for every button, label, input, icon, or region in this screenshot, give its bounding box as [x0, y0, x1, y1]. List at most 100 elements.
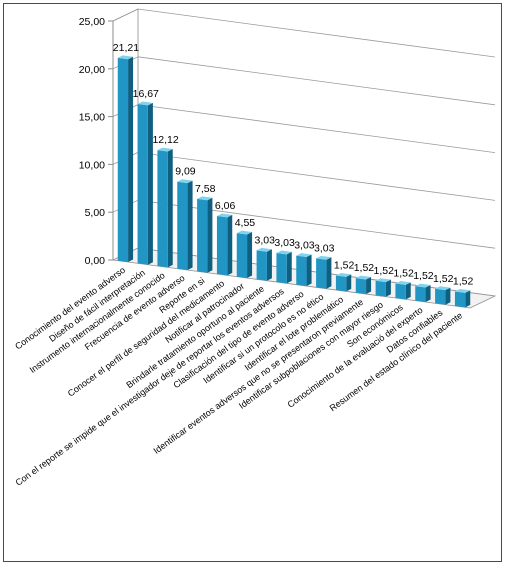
bar-side	[445, 287, 451, 305]
bar-side	[266, 249, 272, 281]
bar-side	[385, 279, 391, 297]
bar-front	[435, 288, 446, 305]
grid-line	[137, 152, 496, 201]
data-label: 1,52	[413, 270, 434, 282]
bar-side	[207, 197, 213, 273]
bar-side	[286, 251, 292, 284]
bar-top	[435, 286, 451, 291]
chart-frame	[3, 3, 502, 562]
bar-front	[395, 283, 406, 300]
bar-side	[247, 232, 253, 279]
bar	[415, 283, 431, 303]
bar	[197, 196, 213, 273]
bars	[117, 55, 471, 308]
bar-front	[216, 216, 228, 276]
grid-line	[137, 104, 496, 153]
side-grid-line	[112, 8, 139, 22]
bar	[316, 255, 332, 289]
bar-side	[405, 282, 411, 300]
bar-front	[276, 253, 287, 284]
bar-front	[157, 150, 168, 268]
data-label: 1,52	[453, 275, 474, 287]
data-label: 3,03	[255, 234, 276, 246]
bar-side	[366, 276, 372, 295]
bar	[137, 101, 153, 265]
bar-front	[177, 181, 188, 271]
y-tick-label: 10,00	[79, 159, 105, 171]
bar-front	[335, 275, 347, 292]
bar-top	[276, 250, 292, 255]
bar-top	[415, 283, 431, 288]
bar-front	[256, 250, 267, 281]
data-label: 21,21	[113, 42, 139, 54]
bar	[355, 275, 372, 295]
grid-line	[137, 56, 496, 106]
bar-front	[117, 57, 129, 263]
bar-top	[117, 55, 134, 60]
bar	[296, 253, 312, 287]
bar	[117, 55, 134, 263]
bar	[335, 272, 352, 292]
bar	[177, 179, 193, 271]
bar	[236, 230, 253, 279]
bar	[375, 278, 391, 297]
data-label: 7,58	[195, 183, 216, 195]
bar	[435, 286, 451, 305]
bar-side	[128, 56, 134, 263]
data-label: 1,52	[393, 267, 414, 279]
bar-top	[137, 101, 153, 106]
bar-top	[375, 278, 391, 283]
bar-front	[355, 278, 367, 295]
bar-front	[375, 280, 386, 297]
data-label: 1,52	[334, 259, 355, 271]
data-label: 1,52	[354, 262, 375, 274]
data-label: 3,03	[314, 242, 335, 254]
bar-top	[236, 230, 253, 235]
bar-side	[187, 180, 193, 271]
y-tick-label: 20,00	[79, 64, 105, 76]
data-label: 3,03	[294, 240, 315, 252]
bar-side	[326, 257, 332, 289]
bar-top	[216, 213, 233, 218]
bar-front	[415, 286, 426, 303]
x-tick-label: Diseño de fácil interpretación	[47, 268, 147, 344]
bar-top	[197, 196, 213, 201]
bar-front	[296, 255, 307, 287]
y-tick-label: 5,00	[85, 207, 106, 219]
bar-front	[137, 103, 148, 265]
bar	[395, 280, 411, 300]
y-tick-label: 0,00	[85, 255, 106, 267]
bar-top	[355, 275, 372, 280]
bar-side	[227, 214, 233, 276]
bar	[216, 213, 233, 276]
data-label: 3,03	[274, 237, 295, 249]
bar-top	[256, 247, 272, 252]
bar-front	[236, 233, 248, 279]
bar-front	[454, 291, 466, 308]
bar-top	[335, 272, 352, 277]
bar-top	[395, 280, 411, 285]
bar-side	[306, 254, 312, 287]
bar-top	[296, 253, 312, 258]
bar-front	[316, 258, 327, 289]
bar	[256, 247, 272, 281]
data-label: 4,55	[235, 217, 256, 229]
bar-side	[346, 274, 352, 292]
bar-top	[454, 288, 471, 293]
bar-top	[177, 179, 193, 184]
y-tick-label: 25,00	[79, 16, 105, 28]
bar-side	[465, 290, 471, 308]
y-axis: 0,00 5,00 10,00 15,00 20,00 25,00	[79, 16, 113, 267]
data-label: 9,09	[175, 166, 196, 178]
data-label: 16,67	[133, 88, 159, 100]
data-label: 1,52	[433, 273, 454, 285]
bar-front	[197, 198, 208, 273]
bar	[157, 147, 173, 268]
bar-side	[167, 148, 173, 268]
bar-side	[147, 102, 153, 265]
y-tick-label: 15,00	[79, 112, 105, 124]
grid-line	[137, 8, 496, 58]
data-label: 6,06	[215, 200, 236, 212]
bar	[454, 288, 471, 308]
